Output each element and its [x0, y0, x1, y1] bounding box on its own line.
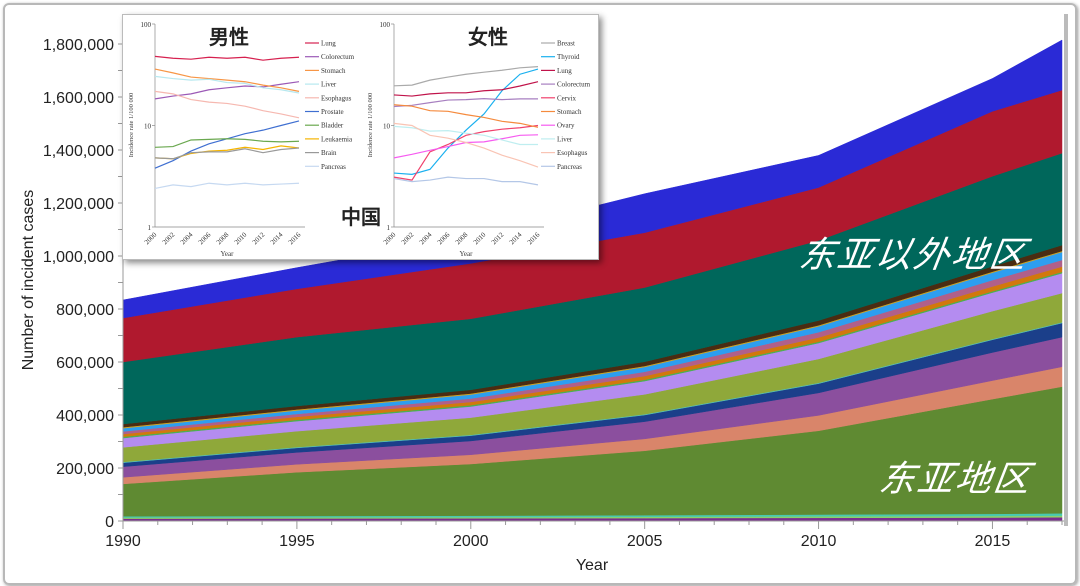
- female-x-tick-label: 2014: [508, 230, 524, 246]
- y-tick-label: 600,000: [56, 355, 114, 372]
- annotation-outside-east-asia: 东亚以外地区: [796, 235, 1031, 276]
- x-tick-label: 2005: [627, 533, 663, 550]
- female-x-tick-label: 2004: [418, 230, 434, 246]
- female-line-lung: [393, 81, 539, 97]
- male-x-tick-label: 2012: [251, 230, 267, 246]
- female-chart-title: 女性: [468, 25, 508, 49]
- female-line-thyroid: [393, 68, 539, 175]
- male-y-tick-label: 1: [148, 224, 152, 232]
- male-line-pancreas: [154, 182, 300, 189]
- female-x-tick-label: 2006: [436, 230, 452, 246]
- male-line-brain: [154, 147, 300, 160]
- male-x-tick-label: 2002: [161, 230, 177, 246]
- female-x-tick-label: 2010: [472, 230, 488, 246]
- male-x-tick-label: 2014: [269, 230, 285, 246]
- female-line-colorectum: [393, 98, 538, 108]
- male-x-tick-label: 2000: [143, 230, 159, 246]
- male-line-stomach: [154, 68, 300, 92]
- male-y-tick-label: 10: [144, 123, 152, 131]
- y-tick-label: 800,000: [56, 302, 114, 319]
- female-y-tick-label: 100: [380, 21, 391, 29]
- x-tick-label: 2015: [975, 533, 1011, 550]
- female-line-pancreas: [393, 176, 539, 186]
- female-legend-label: Pancreas: [557, 163, 582, 171]
- female-legend-label: Ovary: [557, 122, 575, 130]
- male-x-tick-label: 2006: [197, 230, 213, 246]
- annotation-east-asia: 东亚地区: [876, 459, 1035, 500]
- female-x-tick-label: 2016: [526, 230, 542, 246]
- x-tick-label: 1990: [105, 533, 141, 550]
- male-x-tick-label: 2016: [287, 230, 303, 246]
- male-line-esophagus: [154, 90, 300, 119]
- male-line-colorectum: [154, 81, 300, 100]
- y-tick-label: 1,000,000: [43, 249, 114, 266]
- male-line-bladder: [154, 138, 300, 148]
- male-legend-label: Liver: [321, 81, 337, 89]
- male-line-lung: [154, 55, 300, 61]
- female-legend-label: Lung: [557, 67, 572, 75]
- y-tick-label: 0: [105, 514, 114, 531]
- china-label: 中国: [341, 205, 381, 229]
- china-inset-panel: 100 10 1 2000 2002 2004 2006 2008 2010 2012 2014 20…: [122, 14, 599, 260]
- y-tick-label: 1,200,000: [43, 196, 114, 213]
- female-x-tick-label: 2008: [454, 230, 470, 246]
- x-tick-label: 2010: [801, 533, 837, 550]
- female-y-tick-label: 10: [383, 123, 391, 131]
- female-legend-label: Colorectum: [557, 81, 591, 89]
- x-tick-label: 2000: [453, 533, 489, 550]
- male-legend-label: Stomach: [321, 67, 346, 75]
- male-legend-label: Bladder: [321, 122, 344, 130]
- female-legend-label: Esophagus: [557, 149, 588, 157]
- female-legend-label: Cervix: [557, 94, 577, 102]
- y-tick-label: 1,800,000: [43, 37, 114, 54]
- female-y-axis-label: Incidence rate 1/100 000: [367, 93, 374, 157]
- right-edge-bar: [1064, 14, 1068, 526]
- male-legend-label: Pancreas: [321, 163, 346, 171]
- male-y-axis-label: Incidence rate 1/100 000: [128, 93, 135, 157]
- female-legend-label: Stomach: [557, 108, 582, 116]
- female-line-breast: [393, 66, 539, 87]
- x-tick-label: 1995: [279, 533, 315, 550]
- female-x-tick-label: 2000: [382, 230, 398, 246]
- male-legend-label: Leukaemia: [321, 135, 353, 143]
- male-x-tick-label: 2004: [179, 230, 195, 246]
- female-x-axis-label: Year: [460, 250, 474, 258]
- female-line-ovary: [393, 134, 539, 159]
- female-line-stomach: [393, 104, 539, 128]
- male-y-tick-label: 100: [141, 21, 152, 29]
- y-axis-label: Number of incident cases: [20, 190, 37, 371]
- male-legend-label: Prostate: [321, 108, 344, 116]
- female-x-tick-label: 2012: [490, 230, 506, 246]
- male-legend-label: Lung: [321, 40, 336, 48]
- male-line-liver: [154, 75, 300, 94]
- male-x-tick-label: 2008: [215, 230, 231, 246]
- x-axis-label: Year: [576, 557, 609, 574]
- male-chart-title: 男性: [209, 25, 249, 49]
- male-x-tick-label: 2010: [233, 230, 249, 246]
- image-frame: [3, 3, 1077, 585]
- y-tick-label: 1,400,000: [43, 143, 114, 160]
- female-line-esophagus: [393, 122, 539, 168]
- male-line-prostate: [154, 120, 300, 169]
- female-line-cervix: [393, 124, 539, 181]
- y-tick-label: 1,600,000: [43, 90, 114, 107]
- female-legend-label: Liver: [557, 135, 573, 143]
- male-legend-label: Colorectum: [321, 53, 355, 61]
- y-tick-label: 200,000: [56, 461, 114, 478]
- female-legend-label: Breast: [557, 40, 575, 48]
- male-legend-label: Esophagus: [321, 94, 352, 102]
- male-legend-label: Brain: [321, 149, 337, 157]
- female-y-tick-label: 1: [387, 224, 391, 232]
- y-tick-label: 400,000: [56, 408, 114, 425]
- male-x-axis-label: Year: [221, 250, 235, 258]
- female-legend-label: Thyroid: [557, 53, 580, 61]
- female-x-tick-label: 2002: [400, 230, 416, 246]
